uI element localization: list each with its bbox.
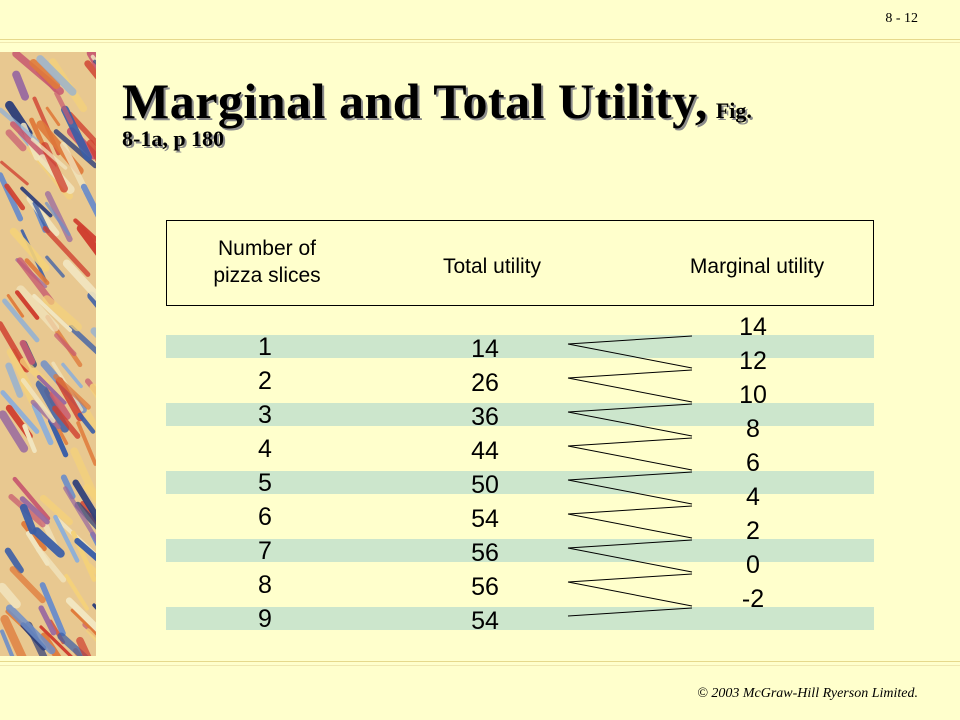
table-stripe	[166, 607, 874, 630]
header-marginal-utility: Marginal utility	[689, 255, 825, 278]
header-total-utility: Total utility	[442, 255, 542, 278]
top-rule-light	[0, 42, 960, 43]
slices-value: 4	[258, 435, 272, 463]
total-utility-value: 56	[471, 539, 499, 567]
slices-value: 1	[258, 333, 272, 361]
page-number: 8 - 12	[885, 11, 918, 26]
slices-value: 5	[258, 469, 272, 497]
total-utility-value: 44	[471, 437, 499, 465]
marginal-utility-value: -2	[741, 585, 765, 613]
slices-value: 2	[258, 367, 272, 395]
total-utility-value: 14	[471, 335, 499, 363]
table-header: Number of pizza slices Total utility Mar…	[166, 220, 874, 306]
slices-value: 6	[258, 503, 272, 531]
header-slices-line1: Number of	[217, 237, 317, 260]
marginal-utility-value: 10	[739, 381, 767, 409]
table-stripe	[166, 335, 874, 358]
connector-line	[567, 505, 693, 515]
total-utility-value: 56	[471, 573, 499, 601]
connector-line	[567, 581, 693, 607]
table-stripe	[166, 471, 874, 494]
title-main: Marginal and Total Utility,	[122, 73, 708, 129]
side-decorative-art	[0, 52, 96, 656]
total-utility-value: 54	[471, 505, 499, 533]
marginal-utility-value: 14	[739, 313, 767, 341]
slices-value: 8	[258, 571, 272, 599]
header-slices: Number of pizza slices	[187, 235, 347, 289]
bottom-rule	[0, 661, 960, 662]
page-title: Marginal and Total Utility, Fig. 8-1a, p…	[122, 76, 922, 150]
table-stripe	[166, 539, 874, 562]
title-figure-ref: Fig.	[715, 98, 752, 123]
connector-line	[567, 369, 693, 379]
bottom-rule-light	[0, 665, 960, 666]
marginal-utility-value: 8	[746, 415, 760, 443]
header-slices-line2: pizza slices	[213, 264, 321, 287]
total-utility-value: 54	[471, 607, 499, 635]
slices-value: 3	[258, 401, 272, 429]
marginal-utility-value: 0	[746, 551, 760, 579]
connector-line	[567, 377, 693, 403]
total-utility-value: 26	[471, 369, 499, 397]
marginal-utility-value: 12	[739, 347, 767, 375]
total-utility-value: 50	[471, 471, 499, 499]
title-page-ref: 8-1a, p 180	[122, 126, 225, 151]
table-stripe	[166, 403, 874, 426]
connector-line	[567, 573, 693, 583]
slices-value: 9	[258, 605, 272, 633]
connector-line	[567, 445, 693, 471]
connector-line	[567, 437, 693, 447]
top-rule	[0, 39, 960, 40]
connector-line	[567, 513, 693, 539]
slices-value: 7	[258, 537, 272, 565]
total-utility-value: 36	[471, 403, 499, 431]
marginal-utility-value: 4	[746, 483, 760, 511]
marginal-utility-value: 2	[746, 517, 760, 545]
copyright-footer: © 2003 McGraw-Hill Ryerson Limited.	[697, 686, 918, 701]
marginal-utility-value: 6	[746, 449, 760, 477]
